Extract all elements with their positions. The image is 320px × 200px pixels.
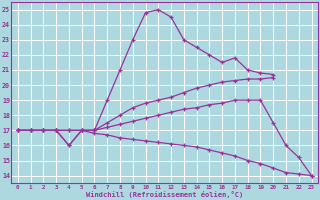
X-axis label: Windchill (Refroidissement éolien,°C): Windchill (Refroidissement éolien,°C) [86,191,243,198]
